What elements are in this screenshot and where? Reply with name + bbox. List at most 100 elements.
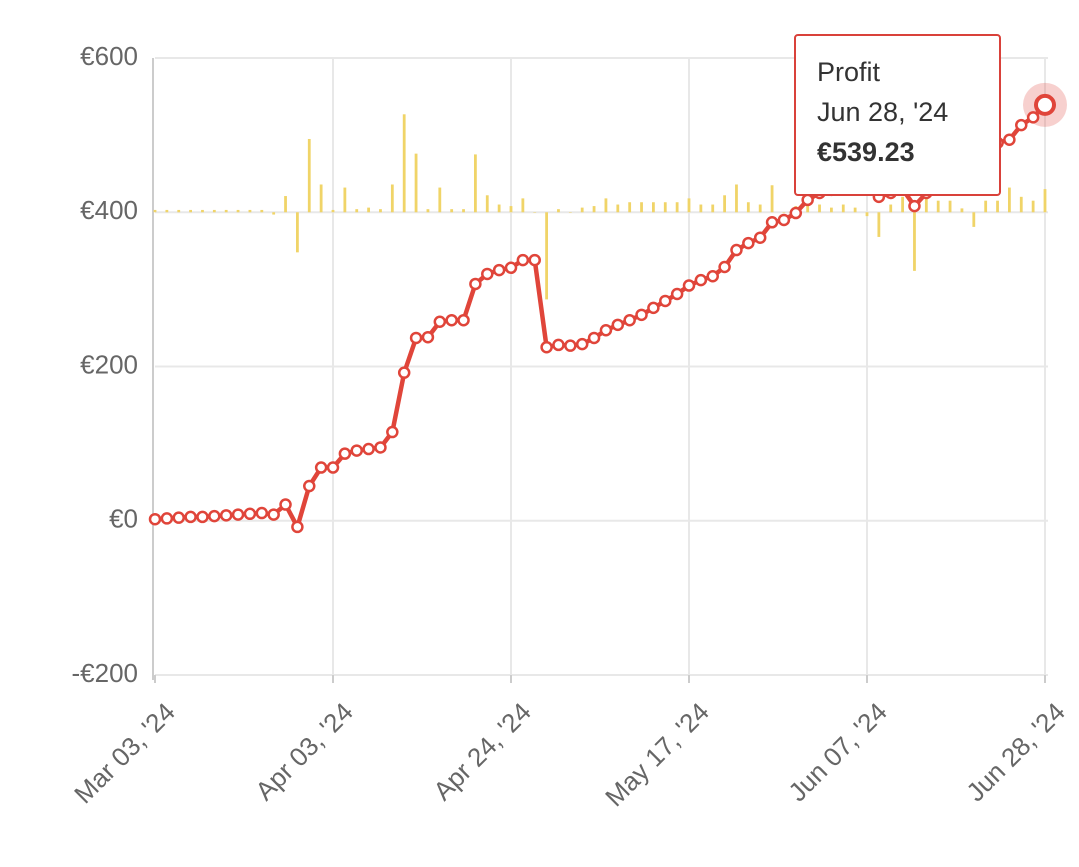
point [599, 324, 613, 337]
point [409, 331, 423, 345]
point [421, 330, 435, 344]
point [552, 338, 565, 352]
bar [153, 209, 157, 213]
bar [1008, 187, 1011, 213]
y-tick-label: €0 [109, 504, 138, 534]
bar [296, 212, 299, 253]
point [184, 510, 197, 524]
bar [687, 198, 691, 213]
bar [984, 200, 988, 213]
bar [901, 196, 904, 213]
point [338, 447, 352, 460]
point [504, 261, 518, 275]
bar [865, 212, 869, 217]
point [540, 340, 553, 354]
point [433, 315, 447, 329]
tooltip-value: €539.23 [817, 137, 915, 167]
x-tick-label: Mar 03, '24 [68, 697, 181, 810]
bar [414, 153, 418, 213]
bar [568, 212, 572, 213]
point [587, 331, 601, 345]
bar [450, 209, 454, 213]
point [611, 318, 625, 332]
bar [592, 206, 596, 213]
point [564, 339, 577, 352]
bar [758, 204, 762, 213]
bar [1043, 189, 1047, 213]
bar [770, 185, 774, 213]
bar [853, 207, 857, 213]
bar [948, 200, 952, 213]
point [528, 253, 541, 267]
bar [746, 202, 750, 213]
point [1026, 111, 1040, 124]
bar [390, 184, 394, 213]
bar [675, 202, 679, 213]
y-tick-label: €200 [80, 349, 138, 379]
point [469, 277, 482, 291]
point [397, 366, 411, 379]
point [314, 461, 328, 474]
tooltip-title: Profit [817, 57, 881, 87]
point [208, 509, 221, 523]
point [350, 444, 363, 457]
bar [1031, 200, 1035, 213]
point [575, 337, 589, 351]
bar [711, 204, 715, 213]
y-tick-label: €400 [80, 195, 138, 225]
x-tick-label: Apr 24, '24 [427, 697, 537, 807]
bar [830, 207, 833, 213]
bar [307, 138, 311, 213]
point [326, 461, 340, 474]
point [765, 216, 779, 229]
point [635, 308, 648, 322]
bar [509, 206, 513, 213]
point [243, 507, 257, 521]
point [291, 520, 304, 534]
point [801, 193, 814, 207]
bar [782, 212, 786, 213]
point [303, 479, 316, 493]
bar [818, 204, 821, 213]
bar [960, 208, 964, 213]
bar [260, 209, 264, 213]
bar [877, 212, 881, 237]
point [908, 199, 921, 213]
x-tick-label: May 17, '24 [599, 697, 715, 813]
point [670, 287, 684, 301]
point [647, 301, 660, 315]
point [516, 253, 530, 267]
bar [521, 198, 525, 213]
bar [379, 209, 382, 213]
bar [284, 196, 287, 213]
point [386, 425, 399, 439]
bar [402, 114, 406, 213]
x-tick-label: Apr 03, '24 [249, 697, 359, 807]
point [172, 511, 185, 524]
point [148, 512, 162, 526]
bar [343, 187, 347, 213]
grid [154, 57, 1048, 683]
point [267, 508, 280, 521]
x-tick-label: Jun 07, '24 [782, 697, 893, 808]
bar [319, 184, 323, 213]
bar [936, 200, 940, 213]
bar [972, 212, 976, 227]
point [789, 206, 803, 220]
bar [1019, 196, 1023, 213]
bar [474, 154, 477, 213]
point [623, 313, 636, 327]
bar [735, 184, 738, 213]
bar [652, 202, 655, 213]
point [492, 263, 506, 277]
point [279, 498, 292, 511]
bar [355, 209, 359, 213]
bar [699, 204, 703, 213]
point [1003, 133, 1016, 147]
bar [177, 209, 181, 213]
bar [201, 209, 204, 213]
bar [841, 204, 845, 213]
bar [462, 209, 465, 213]
bar [924, 196, 928, 213]
